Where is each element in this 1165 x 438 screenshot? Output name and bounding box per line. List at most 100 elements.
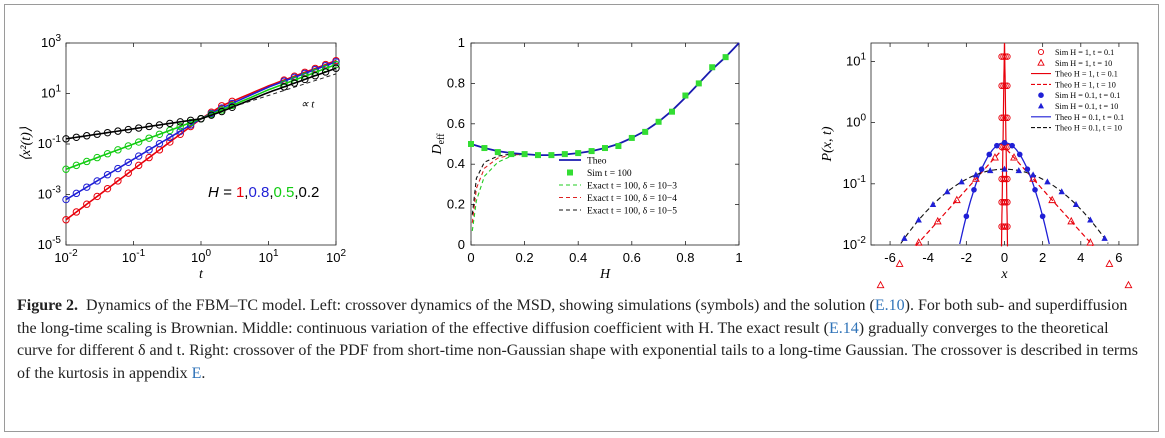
right-legend-label: Theo H = 1, t = 0.1 xyxy=(1055,70,1118,79)
middle-sim-marker xyxy=(722,54,729,61)
middle-legend-label: Theo xyxy=(587,157,607,167)
left-series-marker xyxy=(166,133,174,142)
left-series-marker xyxy=(186,118,195,127)
right-sim-h01-t10-marker xyxy=(958,178,965,185)
middle-legend-label: Exact t = 100, δ = 10−4 xyxy=(587,194,677,204)
left-series-marker xyxy=(228,103,236,111)
right-sim-h01-t01-marker xyxy=(971,186,977,193)
right-sim-h01-t10-marker xyxy=(929,200,937,207)
right-sim-h1-t10-marker xyxy=(991,153,999,161)
right-xtick-label: 2 xyxy=(1039,250,1046,265)
left-series-marker xyxy=(72,133,81,142)
appendix-link-e[interactable]: E xyxy=(191,364,202,382)
figure-label: Figure 2. xyxy=(17,297,79,314)
left-series-marker xyxy=(124,125,133,134)
middle-legend-label: Exact t = 100, δ = 10−5 xyxy=(587,207,677,217)
middle-ytick-label: 1 xyxy=(458,35,465,50)
left-series-marker xyxy=(321,68,330,76)
right-sim-h1-t01-marker xyxy=(1000,223,1007,230)
left-series-marker xyxy=(155,139,164,148)
left-series-marker xyxy=(145,122,153,131)
right-ytick-label: 101 xyxy=(846,51,866,68)
right-sim-h01-t10-marker xyxy=(1072,200,1080,207)
left-series-marker xyxy=(218,107,226,116)
equation-link-e10[interactable]: E.10 xyxy=(874,297,905,314)
equation-link-e14[interactable]: E.14 xyxy=(828,319,859,337)
left-series-marker xyxy=(145,146,153,154)
right-sim-h01-t10-marker xyxy=(901,234,908,241)
left-series-marker xyxy=(72,208,81,216)
left-series-marker xyxy=(301,75,309,84)
left-series-marker xyxy=(155,121,164,129)
right-legend-swatch xyxy=(1037,58,1045,66)
right-sim-h1-t10-marker xyxy=(1105,259,1114,267)
right-xtick-label: 0 xyxy=(1001,250,1008,265)
right-sim-h1-t01-marker xyxy=(1004,198,1011,206)
right-sim-h1-t01-marker xyxy=(1004,223,1011,230)
left-series-marker xyxy=(93,177,101,185)
left-xlabel: t xyxy=(199,267,204,282)
left-series-marker xyxy=(72,161,81,170)
middle-sim-marker xyxy=(508,151,515,158)
left-series-marker xyxy=(332,64,340,72)
left-series-marker xyxy=(124,169,133,177)
right-sim-h01-t10-marker xyxy=(986,167,994,174)
right-sim-h01-t01-marker xyxy=(978,166,985,173)
right-sim-h1-t01-marker xyxy=(1002,53,1009,60)
middle-exact-curve xyxy=(471,153,525,223)
right-sim-h1-t10-marker xyxy=(1067,216,1076,225)
left-xtick-label: 101 xyxy=(258,248,278,265)
right-sim-h1-t01-marker xyxy=(1000,198,1007,206)
right-ylabel: P(x, t) xyxy=(820,126,835,162)
middle-sim-marker xyxy=(669,108,675,115)
left-series-marker xyxy=(145,153,153,162)
middle-xtick-label: 1 xyxy=(735,250,742,265)
left-series-marker xyxy=(103,128,112,137)
middle-ytick-label: 0.8 xyxy=(447,75,465,90)
caption-text-2: ). For both sub- and superdiffusion the … xyxy=(17,297,1128,337)
right-sim-h01-t10-marker xyxy=(1001,165,1008,172)
right-legend-label: Theo H = 0.1, t = 10 xyxy=(1055,124,1122,133)
middle-xtick-label: 0.4 xyxy=(569,250,587,265)
left-series-marker xyxy=(290,79,299,87)
left-series-marker xyxy=(114,164,122,173)
right-legend-label: Theo H = 1, t = 10 xyxy=(1055,80,1116,89)
left-series-marker xyxy=(103,150,112,158)
middle-legend-label: Sim t = 100 xyxy=(587,169,632,179)
middle-ytick-label: 0.2 xyxy=(447,197,465,212)
right-sim-h1-t01-marker xyxy=(1004,114,1011,122)
left-series-marker xyxy=(280,83,288,91)
left-series-marker xyxy=(62,135,70,143)
left-series-marker xyxy=(186,116,195,124)
left-series-marker xyxy=(134,138,143,146)
middle-plot-area xyxy=(470,42,740,246)
left-ytick-label: 101 xyxy=(41,84,61,101)
middle-legend-swatch xyxy=(567,169,573,176)
left-series-marker xyxy=(83,132,91,140)
right-legend-label: Sim H = 0.1, t = 10 xyxy=(1055,102,1118,111)
middle-sim-marker xyxy=(548,152,555,159)
right-sim-h01-t10-marker xyxy=(1058,188,1065,195)
left-series-marker xyxy=(124,158,133,167)
middle-sim-marker xyxy=(535,152,541,159)
right-ytick-label: 100 xyxy=(846,113,866,130)
left-series-marker xyxy=(83,200,91,208)
middle-sim-marker xyxy=(575,150,582,157)
right-sim-h01-t01-marker xyxy=(963,213,970,220)
middle-xtick-label: 0.2 xyxy=(516,250,534,265)
right-sim-h1-t01-marker xyxy=(1002,114,1009,122)
middle-xlabel: H xyxy=(599,267,611,282)
right-xtick-label: 4 xyxy=(1077,250,1084,265)
left-series-marker xyxy=(176,122,184,131)
right-xlabel: x xyxy=(1000,267,1008,282)
middle-sim-marker xyxy=(561,151,568,158)
left-series-marker xyxy=(176,127,184,135)
right-sim-h01-t10-marker xyxy=(1087,216,1094,223)
right-sim-h01-t01-marker xyxy=(1009,142,1015,149)
left-series-marker xyxy=(166,138,174,146)
middle-sim-marker xyxy=(481,145,488,152)
right-sim-h1-t10-marker xyxy=(971,174,980,182)
caption-text-3: ) gradually converges to the theoretical… xyxy=(17,319,1138,382)
caption-text-4: . xyxy=(201,364,206,382)
right-sim-h1-t01-marker xyxy=(1004,53,1011,60)
